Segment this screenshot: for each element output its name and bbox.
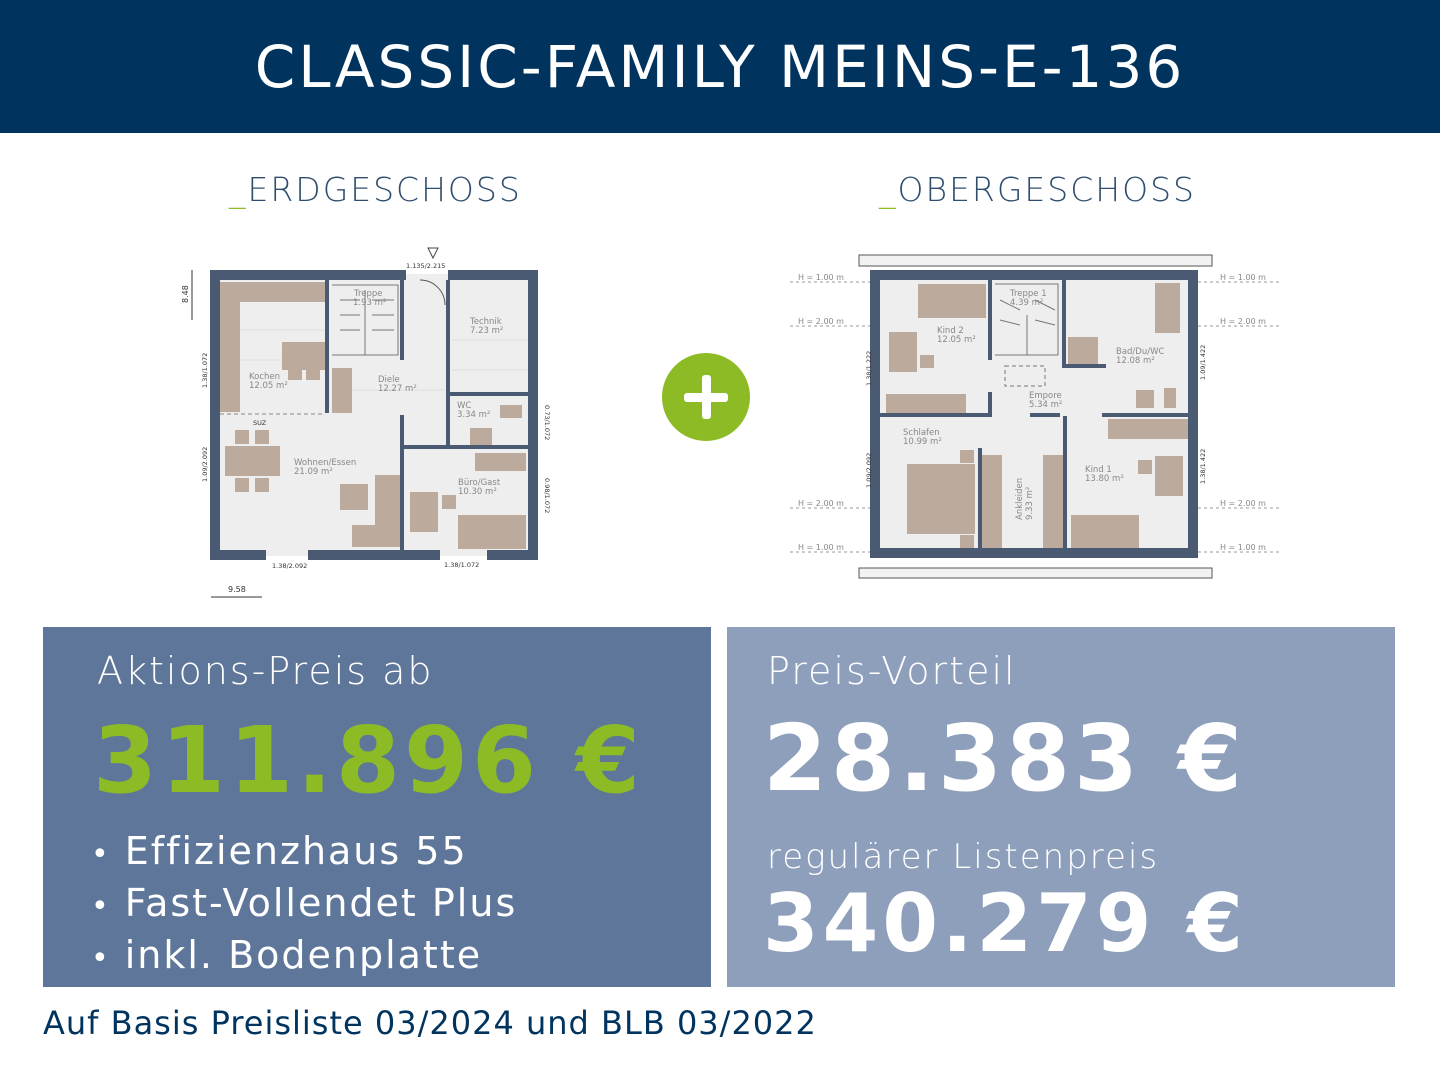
svg-text:H = 1.00 m: H = 1.00 m [1220, 273, 1266, 282]
svg-text:1.09/2.092: 1.09/2.092 [865, 453, 873, 488]
svg-text:H = 2.00 m: H = 2.00 m [1220, 499, 1266, 508]
title-underscore: _ [229, 170, 248, 209]
svg-text:0.98/1.072: 0.98/1.072 [543, 478, 551, 513]
svg-text:SUZ: SUZ [253, 419, 267, 427]
offer-label: Aktions-Preis ab [97, 649, 434, 693]
height-labels: H = 1.00 m H = 2.00 m H = 2.00 m H = 1.00 m… [798, 273, 1266, 552]
room-labels: Kind 212.05 m² Treppe 14.39 m² Bad/Du/WC… [903, 289, 1165, 520]
feature-item: Effizienzhaus 55 [91, 827, 517, 879]
room-area: 10.99 m² [903, 437, 942, 447]
title-banner: CLASSIC-FAMILY MEINS-E-136 [0, 0, 1440, 133]
svg-text:H = 1.00 m: H = 1.00 m [798, 273, 844, 282]
feature-list: Effizienzhaus 55 Fast-Vollendet Plus ink… [91, 827, 517, 983]
walls [870, 270, 1198, 558]
room-area: 1.93 m² [353, 298, 386, 308]
svg-text:H = 2.00 m: H = 2.00 m [1220, 317, 1266, 326]
upper-floor-plan: H = 1.00 m H = 2.00 m H = 2.00 m H = 1.00 m… [790, 254, 1280, 579]
room-name: Technik [469, 317, 502, 327]
svg-text:1.38/1.072: 1.38/1.072 [444, 561, 479, 569]
room-name: Kind 2 [937, 326, 964, 336]
room-area: 12.05 m² [249, 381, 288, 391]
svg-text:1.38/1.222: 1.38/1.222 [865, 351, 873, 386]
list-price: 340.279 € [763, 877, 1247, 970]
room-area: 12.08 m² [1116, 356, 1155, 366]
svg-text:1.38/1.072: 1.38/1.072 [201, 353, 209, 388]
room-area: 12.05 m² [937, 335, 976, 345]
stairs-icon [995, 283, 1059, 356]
room-name: Diele [378, 375, 400, 385]
footer-note: Auf Basis Preisliste 03/2024 und BLB 03/… [43, 1004, 817, 1042]
dimension-labels: 1.135/2.215 SUZ 1.38/2.092 1.38/1.072 9.… [181, 262, 551, 594]
room-name: Treppe 1 [1009, 289, 1047, 299]
feature-item: Fast-Vollendet Plus [91, 879, 517, 931]
list-price-label: regulärer Listenpreis [767, 837, 1160, 877]
ground-floor-title-text: ERDGESCHOSS [247, 170, 522, 209]
entrance-marker-icon [427, 247, 439, 260]
room-name: Empore [1029, 391, 1062, 401]
room-name: Wohnen/Essen [294, 458, 356, 468]
room-area: 12.27 m² [378, 384, 417, 394]
svg-text:H = 1.00 m: H = 1.00 m [1220, 543, 1266, 552]
svg-text:1.135/2.215: 1.135/2.215 [406, 262, 445, 270]
roof-edge-bottom [858, 567, 1213, 579]
plus-icon [662, 353, 750, 441]
floor-area [214, 274, 534, 556]
furniture [886, 283, 1188, 551]
walls [210, 270, 538, 560]
void-opening [1004, 365, 1046, 387]
height-lines [790, 281, 1280, 553]
tile-grid [240, 329, 530, 391]
room-area: 4.39 m² [1010, 298, 1043, 308]
furniture [220, 282, 526, 549]
svg-text:1.38/2.092: 1.38/2.092 [272, 562, 307, 570]
svg-text:1.38/1.422: 1.38/1.422 [1199, 449, 1207, 484]
room-area: 3.34 m² [457, 410, 490, 420]
room-area: 10.30 m² [458, 487, 497, 497]
svg-text:0.73/1.072: 0.73/1.072 [543, 405, 551, 440]
entrance-door-icon [419, 279, 446, 306]
room-area: 9.33 m² [1025, 487, 1035, 520]
dimension-labels: 1.38/1.222 1.09/2.092 1.09/1.422 1.38/1.… [865, 345, 1207, 488]
title-underscore: _ [879, 170, 898, 209]
offer-price: 311.896 € [93, 707, 645, 814]
advantage-amount: 28.383 € [763, 705, 1247, 812]
svg-text:1.09/2.092: 1.09/2.092 [201, 447, 209, 482]
svg-text:9.58: 9.58 [228, 585, 246, 594]
room-name: Ankleiden [1015, 478, 1025, 520]
room-name: Büro/Gast [458, 478, 501, 488]
offer-price-panel: Aktions-Preis ab 311.896 € Effizienzhaus… [43, 627, 711, 987]
svg-text:H = 2.00 m: H = 2.00 m [798, 317, 844, 326]
room-area: 5.34 m² [1029, 400, 1062, 410]
stairs-icon [332, 284, 399, 356]
room-area: 21.09 m² [294, 467, 333, 477]
svg-text:H = 1.00 m: H = 1.00 m [798, 543, 844, 552]
room-area: 13.80 m² [1085, 474, 1124, 484]
svg-text:8.48: 8.48 [181, 285, 190, 303]
room-name: Schlafen [903, 428, 940, 438]
ground-floor-title: _ERDGESCHOSS [229, 170, 522, 209]
svg-text:H = 2.00 m: H = 2.00 m [798, 499, 844, 508]
advantage-label: Preis-Vorteil [767, 649, 1017, 693]
room-name: Treppe [353, 289, 383, 299]
upper-floor-title-text: OBERGESCHOSS [897, 170, 1196, 209]
room-area: 7.23 m² [470, 326, 503, 336]
room-name: Kochen [249, 372, 280, 382]
upper-floor-title: _OBERGESCHOSS [879, 170, 1196, 209]
room-name: Bad/Du/WC [1116, 347, 1165, 357]
roof-edge-top [858, 254, 1213, 267]
price-advantage-panel: Preis-Vorteil 28.383 € regulärer Listenp… [727, 627, 1395, 987]
room-name: WC [457, 401, 471, 411]
page-title: CLASSIC-FAMILY MEINS-E-136 [254, 32, 1186, 101]
room-name: Kind 1 [1085, 465, 1112, 475]
svg-text:1.09/1.422: 1.09/1.422 [1199, 345, 1207, 380]
feature-item: inkl. Bodenplatte [91, 931, 517, 983]
